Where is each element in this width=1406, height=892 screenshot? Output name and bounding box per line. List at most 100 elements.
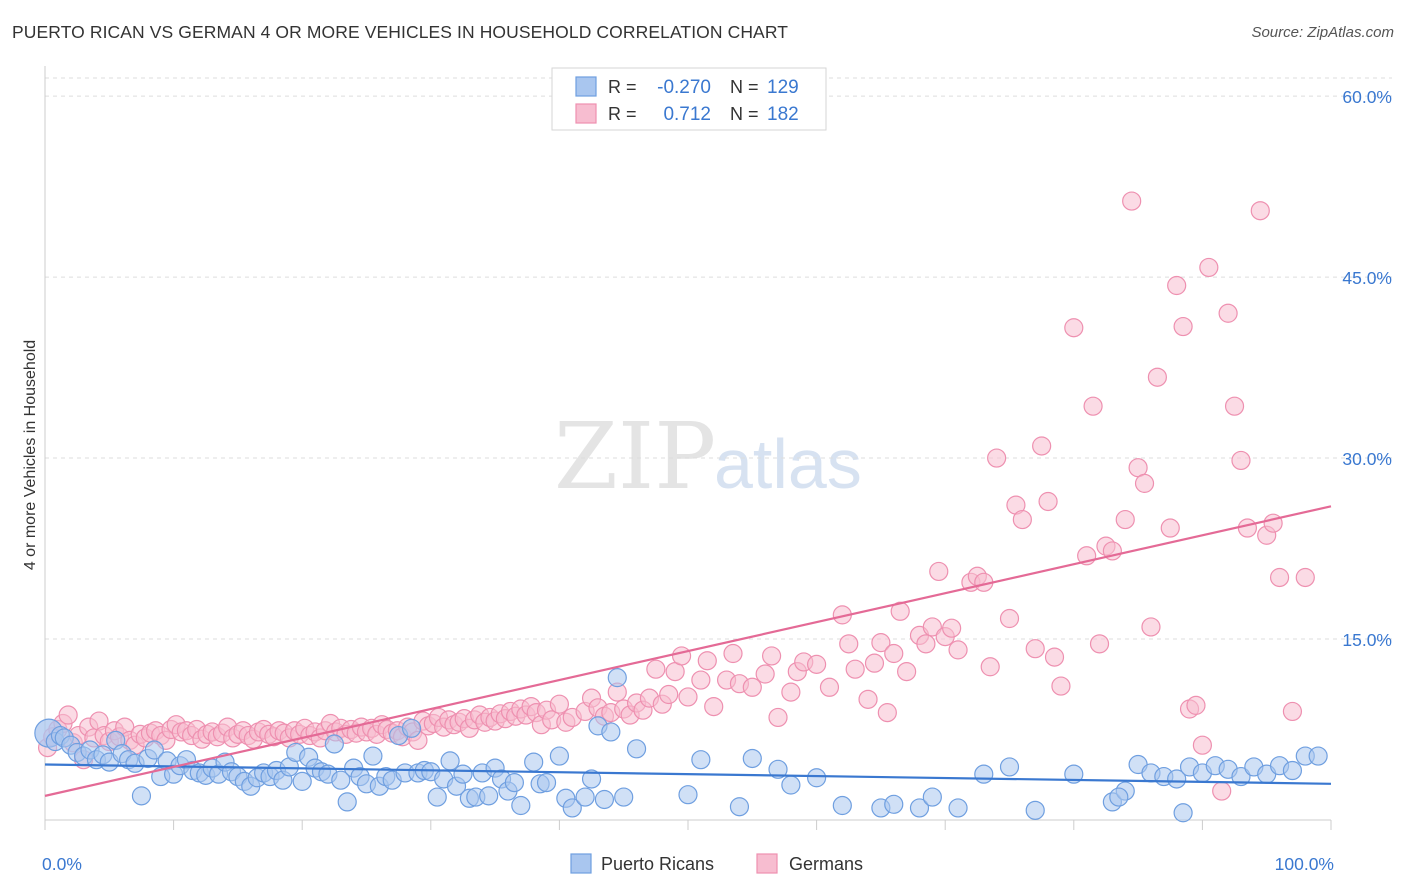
trend-lines: [44, 505, 1332, 797]
puerto-rican-point: [1282, 760, 1303, 781]
german-point: [1083, 396, 1103, 416]
puerto-rican-point: [324, 734, 344, 754]
german-point: [755, 664, 775, 684]
puerto-rican-point: [427, 787, 447, 807]
german-point: [678, 687, 698, 707]
puerto-ricans-points: [34, 668, 1328, 823]
german-point: [877, 703, 897, 723]
puerto-rican-point: [678, 785, 698, 805]
german-point: [671, 646, 692, 666]
legend-n-label-pink: N =: [730, 104, 759, 124]
german-point: [646, 659, 666, 679]
german-point: [1192, 735, 1213, 755]
german-point: [1025, 639, 1045, 659]
german-point: [742, 677, 762, 697]
legend-bottom-label-pink: Germans: [789, 854, 863, 874]
german-point: [1089, 634, 1110, 654]
puerto-rican-point: [479, 786, 499, 806]
german-point: [1122, 191, 1142, 211]
legend-bottom-swatch-pink: [756, 853, 778, 874]
german-point: [980, 657, 1000, 677]
puerto-rican-point: [884, 794, 904, 814]
german-point: [1051, 676, 1071, 696]
german-point: [1173, 316, 1193, 337]
german-point: [1282, 701, 1303, 722]
watermark-atlas: atlas: [714, 425, 862, 503]
puerto-rican-point: [806, 768, 827, 788]
german-point: [999, 608, 1020, 629]
puerto-rican-point: [131, 786, 152, 806]
puerto-rican-point: [549, 746, 570, 766]
german-point: [723, 643, 743, 664]
puerto-rican-point: [768, 759, 788, 779]
puerto-rican-point: [607, 668, 627, 688]
puerto-rican-point: [511, 795, 531, 816]
puerto-rican-point: [504, 772, 524, 793]
puerto-rican-point: [581, 769, 602, 789]
y-axis-label: 4 or more Vehicles in Household: [22, 340, 39, 570]
german-point: [1044, 647, 1065, 667]
german-point: [1237, 518, 1258, 538]
puerto-rican-point: [1109, 787, 1129, 807]
german-point: [942, 618, 962, 638]
puerto-rican-point: [614, 787, 634, 807]
legend-bottom-swatch-blue: [570, 853, 592, 874]
german-point: [916, 634, 936, 654]
puerto-rican-point: [781, 775, 801, 795]
watermark-zip: ZIP: [554, 403, 716, 510]
puerto-rican-point: [524, 752, 544, 772]
german-point: [1115, 509, 1135, 530]
puerto-rican-point: [401, 718, 422, 738]
puerto-ricans-trend-line: [44, 763, 1332, 785]
tick-labels: 15.0% 30.0% 45.0% 60.0% 0.0% 100.0%: [42, 87, 1392, 874]
german-point: [858, 689, 878, 709]
german-point: [1032, 436, 1052, 456]
puerto-rican-point: [331, 770, 351, 790]
german-point: [768, 707, 788, 728]
german-point: [761, 646, 782, 666]
german-point: [1147, 367, 1167, 387]
german-point: [1269, 567, 1290, 588]
german-point: [659, 684, 679, 705]
german-point: [697, 651, 717, 671]
legend-r-value-blue: -0.270: [657, 77, 711, 98]
germans-points: [37, 191, 1315, 801]
legend-r-value-pink: 0.712: [663, 104, 711, 125]
puerto-rican-point: [575, 787, 595, 807]
puerto-rican-point: [1308, 746, 1328, 766]
puerto-rican-point: [1064, 764, 1084, 784]
german-point: [1160, 518, 1180, 538]
german-point: [1012, 509, 1032, 530]
german-point: [1064, 318, 1084, 338]
legend-top: R = -0.270 N = 129 R = 0.712 N = 182: [551, 67, 827, 131]
german-point: [1199, 257, 1219, 278]
legend-n-value-pink: 182: [767, 104, 799, 125]
y-tick-label: 30.0%: [1342, 449, 1392, 469]
germans-trend-line: [44, 505, 1332, 797]
german-point: [1295, 567, 1315, 588]
y-tick-label: 15.0%: [1342, 630, 1392, 650]
german-point: [1250, 201, 1270, 221]
german-point: [1134, 473, 1155, 493]
axes: [44, 66, 1332, 830]
legend-r-label-blue: R =: [608, 77, 637, 97]
x-tick-label: 100.0%: [1275, 854, 1334, 874]
german-point: [1212, 781, 1232, 801]
german-point: [922, 617, 942, 637]
puerto-rican-point: [974, 764, 994, 784]
puerto-rican-point: [909, 798, 930, 818]
legend-n-value-blue: 129: [767, 77, 799, 98]
legend-bottom-label-blue: Puerto Ricans: [601, 854, 714, 874]
german-point: [1186, 695, 1206, 715]
chart-source: Source: ZipAtlas.com: [1251, 24, 1394, 41]
german-point: [691, 670, 711, 690]
german-point: [845, 659, 865, 679]
german-point: [781, 682, 801, 702]
german-point: [1167, 275, 1187, 296]
german-point: [58, 705, 78, 725]
puerto-rican-point: [536, 772, 557, 793]
y-tick-label: 60.0%: [1342, 87, 1392, 107]
legend-swatch-pink: [575, 103, 597, 124]
german-point: [1141, 617, 1161, 637]
chart-title: PUERTO RICAN VS GERMAN 4 OR MORE VEHICLE…: [12, 22, 789, 42]
